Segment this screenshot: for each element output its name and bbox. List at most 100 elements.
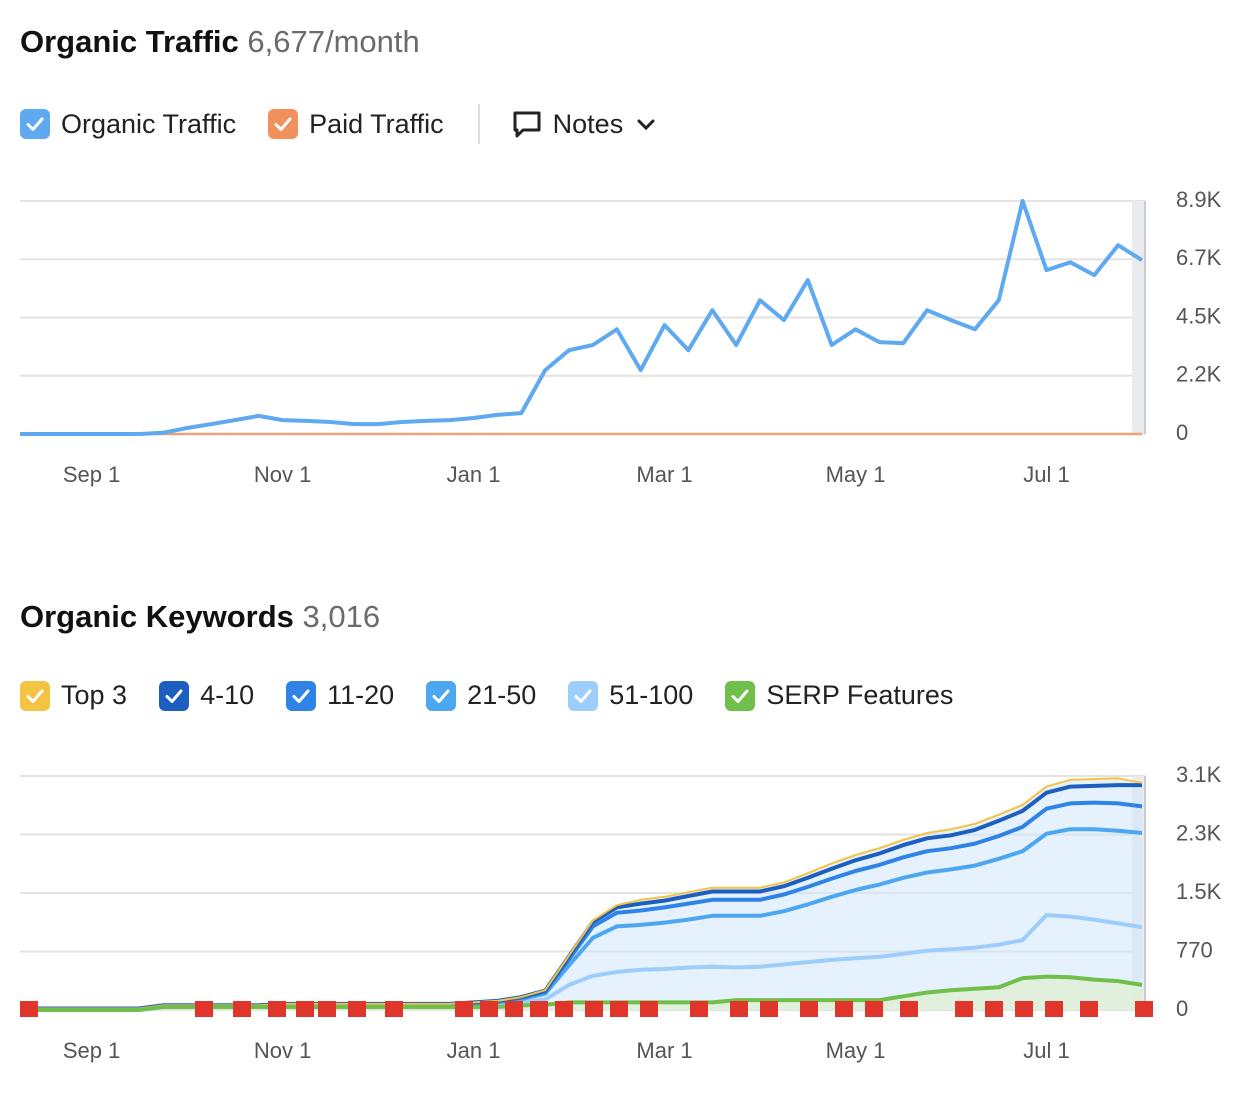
checkbox[interactable] xyxy=(286,680,317,711)
legend-label: Organic Traffic xyxy=(61,108,237,139)
note-flag xyxy=(505,1001,523,1017)
note-flag xyxy=(835,1001,853,1017)
x-tick-label: Jan 1 xyxy=(447,1038,501,1063)
check xyxy=(731,689,749,703)
note-flag xyxy=(555,1001,573,1017)
legend-label: 51-100 xyxy=(609,680,694,710)
note-flag xyxy=(865,1001,883,1017)
note-flag xyxy=(800,1001,818,1017)
note-flag xyxy=(585,1001,603,1017)
y-tick-label: 0 xyxy=(1176,420,1188,445)
chevron-shape xyxy=(637,119,655,131)
legend-item[interactable]: Organic Traffic xyxy=(20,109,236,140)
range-band xyxy=(1132,201,1145,434)
y-tick-label: 2.2K xyxy=(1176,362,1222,387)
x-tick-label: Jul 1 xyxy=(1023,1038,1069,1063)
y-tick-label: 6.7K xyxy=(1176,245,1222,270)
note-flag xyxy=(195,1001,213,1017)
legend-item[interactable]: 11-20 xyxy=(286,680,394,711)
y-tick-label: 8.9K xyxy=(1176,187,1222,212)
x-tick-label: May 1 xyxy=(826,462,886,487)
y-tick-label: 1.5K xyxy=(1176,879,1222,904)
note-flag xyxy=(348,1001,366,1017)
note-flag xyxy=(1135,1001,1153,1017)
legend-item[interactable]: 51-100 xyxy=(568,680,693,711)
note-flag xyxy=(1045,1001,1063,1017)
chart-subtitle: 6,677/month xyxy=(247,24,420,59)
notes-label: Notes xyxy=(552,108,624,139)
check xyxy=(26,689,44,703)
legend-label: 4-10 xyxy=(200,680,255,710)
x-tick-label: Nov 1 xyxy=(254,462,311,487)
checkbox-box xyxy=(20,109,50,139)
legend: Organic Traffic Paid Traffic Notes xyxy=(20,104,700,144)
checkbox[interactable] xyxy=(20,109,50,139)
x-tick-label: Jan 1 xyxy=(447,462,501,487)
checkbox[interactable] xyxy=(20,680,50,711)
y-tick-label: 4.5K xyxy=(1176,303,1222,328)
x-tick-label: Mar 1 xyxy=(636,462,692,487)
legend-item[interactable]: Paid Traffic xyxy=(268,109,444,140)
legend-label: Top 3 xyxy=(61,680,128,710)
header: Organic Traffic 6,677/month xyxy=(20,24,420,60)
x-tick-label: May 1 xyxy=(826,1038,886,1063)
note-flag xyxy=(985,1001,1003,1017)
checkbox[interactable] xyxy=(159,680,190,711)
checkbox-box xyxy=(159,680,190,711)
check xyxy=(574,689,592,703)
legend-label: 11-20 xyxy=(327,680,395,710)
note-flag xyxy=(955,1001,973,1017)
y-tick-label: 3.1K xyxy=(1176,762,1222,787)
chart-subtitle: 3,016 xyxy=(302,599,381,634)
note-flag xyxy=(530,1001,548,1017)
note-flag xyxy=(20,1001,38,1017)
notes-button[interactable]: Notes xyxy=(512,109,669,140)
check xyxy=(432,689,450,703)
x-tick-label: Nov 1 xyxy=(254,1038,311,1063)
legend-item[interactable]: SERP Features xyxy=(725,680,953,711)
notes-icon xyxy=(513,111,541,138)
chart-title: Organic Traffic xyxy=(20,24,239,59)
y-tick-label: 770 xyxy=(1176,937,1213,962)
x-tick-label: Jul 1 xyxy=(1023,462,1069,487)
legend: Top 3 4-10 11-20 21-50 51-100 SERP Features xyxy=(20,680,985,711)
notes-icon-shape xyxy=(513,111,541,138)
check xyxy=(292,689,310,703)
legend-item[interactable]: 4-10 xyxy=(159,680,254,711)
chevron xyxy=(637,119,655,131)
chart-title: Organic Keywords xyxy=(20,599,294,634)
y-tick-label: 0 xyxy=(1176,996,1188,1021)
legend-item[interactable]: Top 3 xyxy=(20,680,127,711)
check xyxy=(274,117,292,131)
note-flag xyxy=(318,1001,336,1017)
note-flag xyxy=(760,1001,778,1017)
checkbox-box xyxy=(20,680,50,711)
note-flag xyxy=(233,1001,251,1017)
legend-item[interactable]: 21-50 xyxy=(426,680,536,711)
checkbox[interactable] xyxy=(568,680,599,711)
checkbox-box xyxy=(286,680,317,711)
divider xyxy=(477,104,480,144)
area-fill xyxy=(20,778,1142,1009)
note-flag xyxy=(640,1001,658,1017)
legend-label: SERP Features xyxy=(766,680,954,710)
checkbox[interactable] xyxy=(268,109,299,139)
note-flag xyxy=(900,1001,918,1017)
note-flag xyxy=(296,1001,314,1017)
check xyxy=(165,689,183,703)
area-fill xyxy=(20,915,1142,1010)
note-flag xyxy=(385,1001,403,1017)
note-flag xyxy=(455,1001,473,1017)
legend-label: Paid Traffic xyxy=(309,108,444,139)
checkbox[interactable] xyxy=(426,680,457,711)
checkbox[interactable] xyxy=(725,680,756,711)
note-flag xyxy=(1015,1001,1033,1017)
legend-label: 21-50 xyxy=(467,680,537,710)
line xyxy=(20,199,1144,436)
checkbox-box xyxy=(725,680,756,711)
y-tick-label: 2.3K xyxy=(1176,820,1222,845)
x-tick-label: Mar 1 xyxy=(636,1038,692,1063)
note-flag xyxy=(1080,1001,1098,1017)
header: Organic Keywords 3,016 xyxy=(20,599,380,635)
